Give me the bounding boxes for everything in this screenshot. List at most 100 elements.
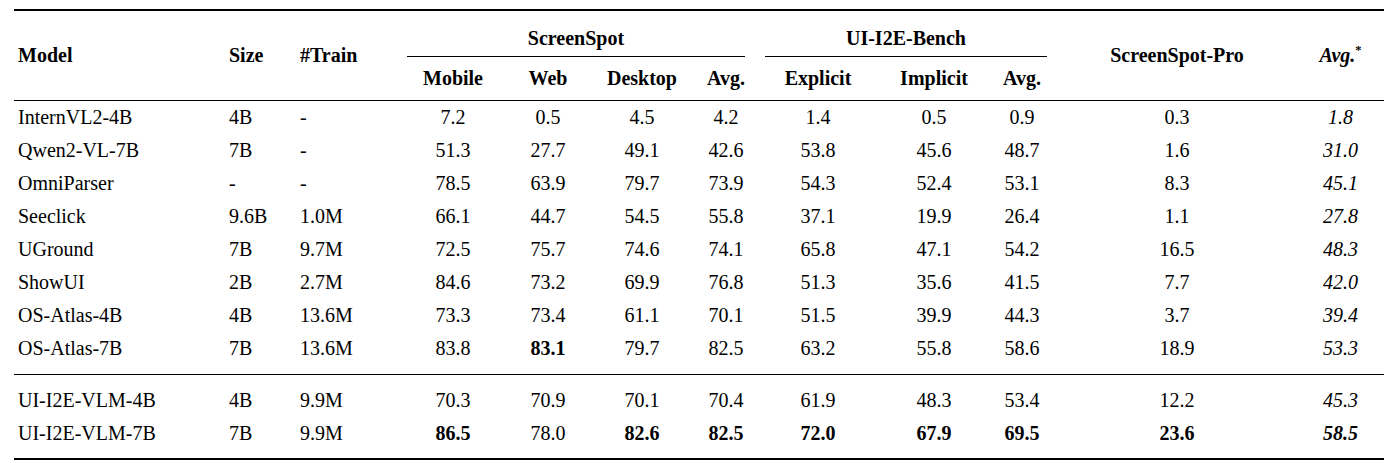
cell-mobile: 7.2 (397, 100, 509, 134)
cell-train: 9.9M (291, 417, 397, 459)
cell-i2e-avg: 69.5 (987, 417, 1057, 459)
cell-size: 4B (219, 299, 291, 332)
col-header-avg-star: Avg.* (1297, 10, 1384, 100)
cell-train: 9.9M (291, 374, 397, 417)
cell-model: UI-I2E-VLM-4B (14, 374, 219, 417)
cell-mobile: 84.6 (397, 266, 509, 299)
col-group-screenspot: ScreenSpot (397, 10, 755, 57)
cell-i2e-avg: 41.5 (987, 266, 1057, 299)
cell-train: - (291, 100, 397, 134)
cell-mobile: 66.1 (397, 200, 509, 233)
cell-ss-pro: 8.3 (1057, 167, 1297, 200)
cell-avg-star: 31.0 (1297, 134, 1384, 167)
cell-ss-pro: 12.2 (1057, 374, 1297, 417)
cell-train: 1.0M (291, 200, 397, 233)
table-row: OS-Atlas-7B7B13.6M83.883.179.782.563.255… (14, 332, 1384, 375)
cell-ss-avg: 74.1 (697, 233, 755, 266)
cell-implicit: 39.9 (881, 299, 987, 332)
cell-web: 73.2 (509, 266, 587, 299)
cell-web: 44.7 (509, 200, 587, 233)
benchmark-results-table: Model Size #Train ScreenSpot UI-I2E-Benc… (14, 9, 1384, 460)
col-header-screenspot-pro: ScreenSpot-Pro (1057, 10, 1297, 100)
cell-implicit: 47.1 (881, 233, 987, 266)
cell-avg-star: 58.5 (1297, 417, 1384, 459)
cell-model: UGround (14, 233, 219, 266)
cell-i2e-avg: 0.9 (987, 100, 1057, 134)
cell-desktop: 69.9 (587, 266, 697, 299)
cell-explicit: 54.3 (755, 167, 881, 200)
cell-mobile: 78.5 (397, 167, 509, 200)
cell-explicit: 72.0 (755, 417, 881, 459)
cell-avg-star: 48.3 (1297, 233, 1384, 266)
cell-desktop: 70.1 (587, 374, 697, 417)
cell-model: ShowUI (14, 266, 219, 299)
cell-ss-pro: 16.5 (1057, 233, 1297, 266)
cell-i2e-avg: 26.4 (987, 200, 1057, 233)
cell-model: OS-Atlas-4B (14, 299, 219, 332)
cell-web: 27.7 (509, 134, 587, 167)
cell-desktop: 49.1 (587, 134, 697, 167)
cell-mobile: 73.3 (397, 299, 509, 332)
benchmark-results-section: Model Size #Train ScreenSpot UI-I2E-Benc… (0, 0, 1398, 460)
cell-avg-star: 45.1 (1297, 167, 1384, 200)
cell-explicit: 37.1 (755, 200, 881, 233)
cell-explicit: 61.9 (755, 374, 881, 417)
col-header-size: Size (219, 10, 291, 100)
col-header-model: Model (14, 10, 219, 100)
cell-desktop: 4.5 (587, 100, 697, 134)
col-header-desktop: Desktop (587, 57, 697, 100)
col-group-ui-i2e-bench-label: UI-I2E-Bench (846, 27, 966, 49)
cell-ss-pro: 18.9 (1057, 332, 1297, 375)
table-row: ShowUI2B2.7M84.673.269.976.851.335.641.5… (14, 266, 1384, 299)
cell-explicit: 53.8 (755, 134, 881, 167)
cell-mobile: 86.5 (397, 417, 509, 459)
col-header-explicit: Explicit (755, 57, 881, 100)
cell-explicit: 65.8 (755, 233, 881, 266)
cell-ss-avg: 73.9 (697, 167, 755, 200)
cell-explicit: 51.3 (755, 266, 881, 299)
table-row: UGround7B9.7M72.575.774.674.165.847.154.… (14, 233, 1384, 266)
cell-i2e-avg: 44.3 (987, 299, 1057, 332)
cell-ss-avg: 42.6 (697, 134, 755, 167)
col-header-mobile: Mobile (397, 57, 509, 100)
col-group-screenspot-label: ScreenSpot (528, 27, 624, 49)
cell-train: 13.6M (291, 299, 397, 332)
cell-ss-avg: 4.2 (697, 100, 755, 134)
cell-train: 2.7M (291, 266, 397, 299)
cell-desktop: 61.1 (587, 299, 697, 332)
cell-web: 75.7 (509, 233, 587, 266)
cell-avg-star: 39.4 (1297, 299, 1384, 332)
cell-explicit: 1.4 (755, 100, 881, 134)
cell-implicit: 19.9 (881, 200, 987, 233)
cell-mobile: 83.8 (397, 332, 509, 375)
col-header-web: Web (509, 57, 587, 100)
cell-size: 9.6B (219, 200, 291, 233)
cell-size: 4B (219, 100, 291, 134)
cell-avg-star: 42.0 (1297, 266, 1384, 299)
cell-avg-star: 45.3 (1297, 374, 1384, 417)
cell-desktop: 74.6 (587, 233, 697, 266)
cell-desktop: 54.5 (587, 200, 697, 233)
cell-i2e-avg: 58.6 (987, 332, 1057, 375)
table-row: OS-Atlas-4B4B13.6M73.373.461.170.151.539… (14, 299, 1384, 332)
cell-ss-avg: 82.5 (697, 417, 755, 459)
cell-size: 4B (219, 374, 291, 417)
cell-ss-pro: 0.3 (1057, 100, 1297, 134)
cell-desktop: 79.7 (587, 332, 697, 375)
cell-i2e-avg: 48.7 (987, 134, 1057, 167)
cell-implicit: 48.3 (881, 374, 987, 417)
cell-avg-star: 53.3 (1297, 332, 1384, 375)
cell-implicit: 67.9 (881, 417, 987, 459)
cell-size: 7B (219, 332, 291, 375)
cell-model: InternVL2-4B (14, 100, 219, 134)
cell-ss-pro: 1.1 (1057, 200, 1297, 233)
col-header-implicit: Implicit (881, 57, 987, 100)
col-group-ui-i2e-bench: UI-I2E-Bench (755, 10, 1057, 57)
col-header-screenspot-avg: Avg. (697, 57, 755, 100)
cell-mobile: 51.3 (397, 134, 509, 167)
cell-mobile: 72.5 (397, 233, 509, 266)
table-row: OmniParser--78.563.979.773.954.352.453.1… (14, 167, 1384, 200)
cell-explicit: 51.5 (755, 299, 881, 332)
cell-model: UI-I2E-VLM-7B (14, 417, 219, 459)
table-row: Seeclick9.6B1.0M66.144.754.555.837.119.9… (14, 200, 1384, 233)
